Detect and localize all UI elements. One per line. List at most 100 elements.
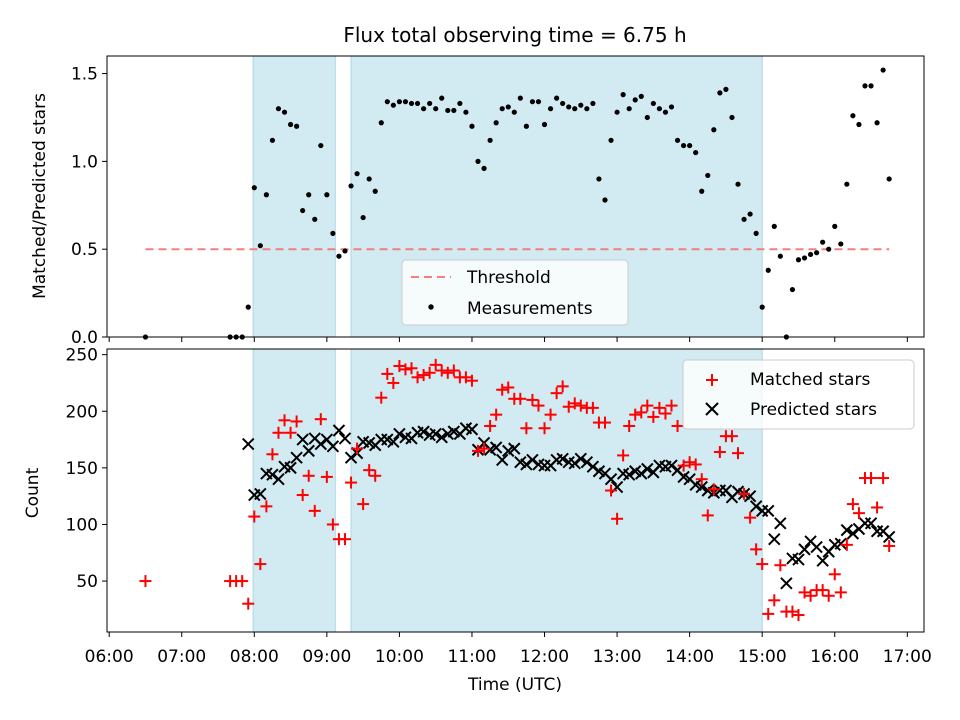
matched-star-marker <box>375 391 388 404</box>
measurement-point <box>281 109 288 115</box>
matched-star-marker <box>774 559 787 572</box>
measurement-point <box>257 243 263 249</box>
predicted-star-stroke <box>556 452 569 466</box>
measurement-point <box>814 250 820 256</box>
predicted-star-marker <box>314 437 328 451</box>
top-y-tick-label: 0.0 <box>71 328 98 348</box>
predicted-star-stroke <box>344 451 358 464</box>
matched-star-marker <box>701 509 714 522</box>
matched-star-marker <box>478 442 491 455</box>
matched-star-marker <box>877 472 890 485</box>
predicted-star-marker <box>556 452 569 466</box>
predicted-star-stroke <box>459 422 473 435</box>
measurement-point <box>777 253 783 259</box>
predicted-star-stroke <box>435 431 448 444</box>
measurement-point <box>880 67 886 73</box>
predicted-star-marker <box>254 487 267 501</box>
matched-star-marker <box>695 473 708 486</box>
predicted-star-marker <box>266 468 279 481</box>
measurement-point <box>511 109 517 115</box>
predicted-star-stroke <box>629 465 642 478</box>
matched-star-marker <box>598 416 611 429</box>
predicted-star-stroke <box>417 425 430 438</box>
measurement-point <box>493 120 499 126</box>
predicted-star-stroke <box>308 432 321 445</box>
measurement-point <box>445 107 451 114</box>
matched-star-marker <box>635 406 648 419</box>
measurement-point <box>306 192 312 198</box>
matched-star-marker <box>278 414 291 427</box>
predicted-star-stroke <box>278 460 291 473</box>
predicted-star-stroke <box>840 523 854 537</box>
matched-star-marker <box>689 458 702 471</box>
predicted-star-stroke <box>260 467 273 480</box>
matched-star-marker <box>725 430 738 443</box>
matched-star-marker <box>683 456 696 469</box>
bottom-y-tick-label: 100 <box>66 515 98 535</box>
matched-star-marker <box>804 589 817 602</box>
shaded-interval-0 <box>252 348 336 633</box>
predicted-star-stroke <box>429 427 442 441</box>
matched-star-marker <box>302 469 315 482</box>
measurement-point <box>342 248 348 254</box>
predicted-star-stroke <box>399 431 412 444</box>
predicted-star-marker <box>344 451 358 464</box>
matched-star-marker <box>665 399 678 412</box>
matched-star-marker <box>852 507 865 520</box>
measurement-point <box>463 109 469 115</box>
measurements-legend-label: Measurements <box>467 299 593 319</box>
predicted-star-marker <box>242 437 255 451</box>
predicted-star-stroke <box>447 425 461 438</box>
measurement-point <box>414 100 421 107</box>
measurement-point <box>324 192 330 198</box>
measurement-point <box>620 92 626 98</box>
measurement-point <box>832 223 838 229</box>
matched-star-marker <box>744 511 757 524</box>
predicted-star-stroke <box>356 435 370 449</box>
predicted-star-marker <box>338 432 352 445</box>
predicted-star-stroke <box>393 427 406 441</box>
matched-star-marker <box>641 399 654 412</box>
predicted-star-stroke <box>568 457 581 470</box>
predicted-star-marker <box>864 517 878 530</box>
predicted-star-stroke <box>774 517 787 530</box>
measurement-points <box>142 67 892 340</box>
predicted-star-stroke <box>635 467 648 480</box>
bottom-legend-box <box>682 359 915 430</box>
matched-star-marker <box>756 558 769 571</box>
predicted-star-stroke <box>804 535 817 548</box>
predicted-star-stroke <box>749 500 763 513</box>
matched-star-marker <box>605 484 618 497</box>
measurement-point <box>505 104 511 110</box>
predicted-star-stroke <box>641 462 654 476</box>
predicted-star-stroke <box>362 436 376 450</box>
predicted-star-stroke <box>254 487 267 501</box>
measurement-point <box>348 183 354 189</box>
x-tick-label: 13:00 <box>593 647 642 667</box>
measurement-point <box>644 114 650 121</box>
predicted-star-stroke <box>314 437 328 451</box>
measurement-point <box>801 255 808 261</box>
measurement-point <box>245 304 251 310</box>
measurement-point <box>602 197 608 203</box>
measurement-point <box>433 106 439 112</box>
predicted-star-stroke <box>876 525 890 538</box>
predicted-star-stroke <box>387 435 400 449</box>
x-tick-label: 11:00 <box>447 647 496 667</box>
measurement-point <box>668 104 675 110</box>
top-legend-box <box>401 259 629 326</box>
predicted-star-marker <box>834 537 848 550</box>
predicted-star-marker <box>816 554 829 567</box>
measurement-point <box>336 253 342 259</box>
matched-star-marker <box>562 400 575 413</box>
matched-star-marker <box>514 392 527 405</box>
measurement-point <box>874 120 880 126</box>
measurement-point <box>717 90 723 96</box>
predicted-star-stroke <box>786 552 799 565</box>
measurement-point <box>693 149 699 156</box>
measurement-point <box>312 216 318 222</box>
predicted-star-marker <box>635 467 648 480</box>
bottom-y-ticks: 50 100 150 200 250 <box>66 346 107 592</box>
measurement-point <box>626 106 632 112</box>
measurement-point <box>608 137 614 143</box>
